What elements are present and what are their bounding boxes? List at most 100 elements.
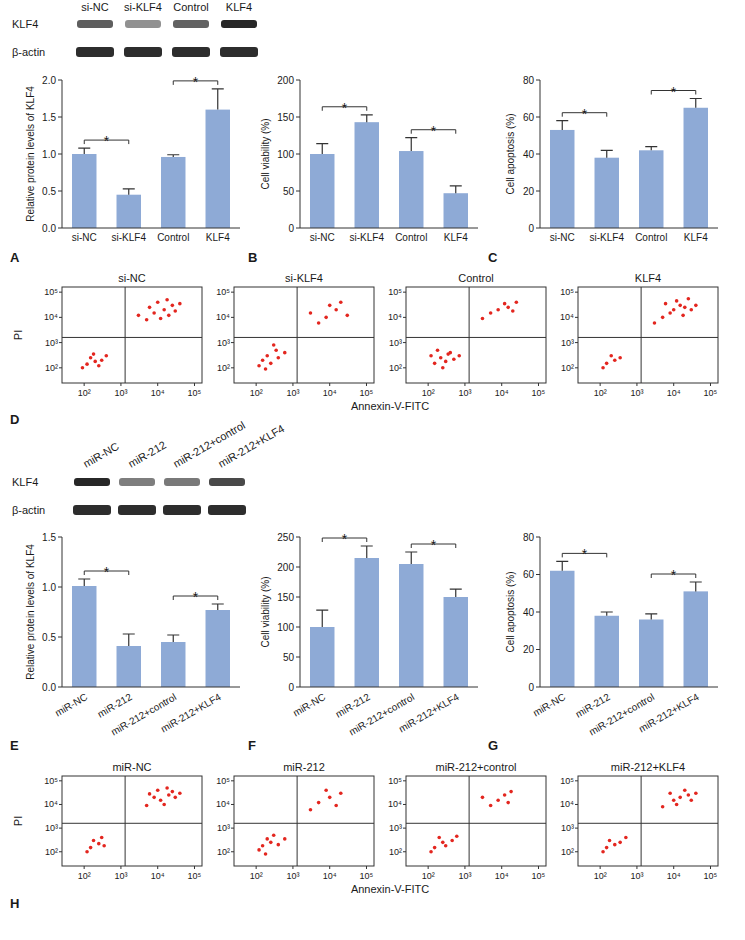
event-dot — [334, 804, 338, 808]
event-dot — [489, 804, 493, 808]
x-tick — [366, 866, 367, 869]
event-dot — [496, 799, 500, 803]
x-tick — [256, 383, 257, 386]
bar — [117, 646, 141, 687]
event-dot — [93, 360, 97, 364]
bars — [72, 89, 230, 228]
x-tick-label: miR-212 — [334, 691, 373, 720]
event-dot — [511, 309, 515, 313]
event-dot — [272, 833, 276, 837]
event-dot — [156, 788, 160, 792]
event-dot — [455, 835, 459, 839]
error-bar — [361, 546, 373, 558]
x-tick-label: 10⁵ — [704, 871, 718, 881]
event-dot — [509, 790, 513, 794]
blot-band — [221, 20, 257, 28]
y-tick — [575, 292, 578, 293]
event-dot — [269, 362, 273, 366]
bar — [72, 154, 96, 228]
plot-title: Control — [458, 272, 493, 284]
event-dot — [269, 841, 273, 845]
y-tick-label: 80 — [523, 75, 535, 86]
x-tick-label: miR-212+KLF4 — [159, 691, 223, 735]
event-dot — [613, 843, 617, 847]
bar — [684, 108, 708, 228]
y-axis-title: Cell viability (%) — [260, 118, 271, 189]
y-tick-label: 0.0 — [42, 223, 56, 234]
event-dot — [668, 311, 672, 315]
x-axis-title: Annexin-V-FITC — [351, 400, 429, 412]
quadrant-gate — [641, 776, 642, 866]
plot-title: miR-212+KLF4 — [611, 761, 685, 773]
x-tick-label: 10⁴ — [151, 388, 165, 398]
y-tick — [59, 851, 62, 852]
y-tick — [536, 574, 540, 575]
x-tick-label: 10⁵ — [360, 388, 374, 398]
y-tick-label: 100 — [277, 149, 294, 160]
y-tick-label: 10² — [561, 363, 574, 373]
y-tick — [58, 191, 62, 192]
event-dot — [439, 356, 443, 360]
significance-label: * — [193, 74, 199, 90]
bar — [639, 620, 663, 688]
lane-label: miR-212 — [126, 439, 168, 470]
x-tick — [329, 383, 330, 386]
bar — [444, 597, 468, 687]
y-tick-label: 100 — [277, 622, 294, 633]
y-tick-label: 10⁴ — [560, 799, 574, 809]
lane-label: Control — [173, 1, 208, 13]
bar — [355, 122, 379, 228]
event-dot — [165, 786, 169, 790]
panel-letter: H — [10, 896, 19, 911]
event-dot — [457, 354, 461, 358]
x-tick-label: 10² — [594, 871, 607, 881]
dots — [257, 788, 342, 855]
quadrant-gate — [234, 337, 374, 338]
y-tick — [231, 851, 234, 852]
x-tick-label: 10⁴ — [667, 388, 681, 398]
y-axis-title: Cell viability (%) — [260, 576, 271, 647]
plot-frame — [578, 287, 718, 383]
x-tick — [157, 866, 158, 869]
y-tick-label: 10⁴ — [44, 799, 58, 809]
event-dot — [503, 793, 507, 797]
y-tick-label: 10⁵ — [216, 776, 230, 786]
x-tick-label: 10² — [422, 871, 435, 881]
plot-frame — [234, 287, 374, 383]
event-dot — [506, 306, 510, 310]
event-dot — [276, 843, 280, 847]
lane-label: si-KLF4 — [124, 1, 162, 13]
event-dot — [444, 844, 448, 848]
x-axis — [540, 687, 718, 688]
y-axis — [62, 537, 63, 687]
y-tick-label: 50 — [283, 186, 295, 197]
x-tick-label: Control — [395, 232, 427, 243]
error-bar — [212, 604, 224, 610]
x-tick-label: 10⁵ — [188, 871, 202, 881]
event-dot — [618, 841, 622, 845]
x-tick — [194, 383, 195, 386]
y-tick-label: 10³ — [217, 338, 230, 348]
plot-title: miR-NC — [112, 761, 151, 773]
x-tick-label: 10³ — [458, 388, 471, 398]
plot-title: miR-212 — [283, 761, 325, 773]
y-tick — [231, 317, 234, 318]
bar — [684, 591, 708, 687]
y-axis-title: Cell apoptosis (%) — [505, 571, 516, 652]
error-bar — [690, 582, 702, 591]
bar — [310, 627, 334, 687]
blot-band-loading — [208, 505, 246, 515]
x-tick-label: 10³ — [630, 871, 643, 881]
event-dot — [605, 362, 609, 366]
blot-band-loading — [124, 47, 162, 57]
error-bar — [212, 89, 224, 110]
error-bar — [78, 148, 90, 154]
y-tick-label: 10³ — [389, 338, 402, 348]
event-dot — [608, 839, 612, 843]
x-tick — [600, 383, 601, 386]
event-dot — [178, 791, 182, 795]
event-dot — [309, 808, 313, 812]
bar-panel: 050100150200250miR-NCmiR-212miR-212+cont… — [248, 531, 478, 753]
x-tick-label: KLF4 — [444, 232, 468, 243]
x-tick-label: miR-212+KLF4 — [397, 691, 461, 735]
